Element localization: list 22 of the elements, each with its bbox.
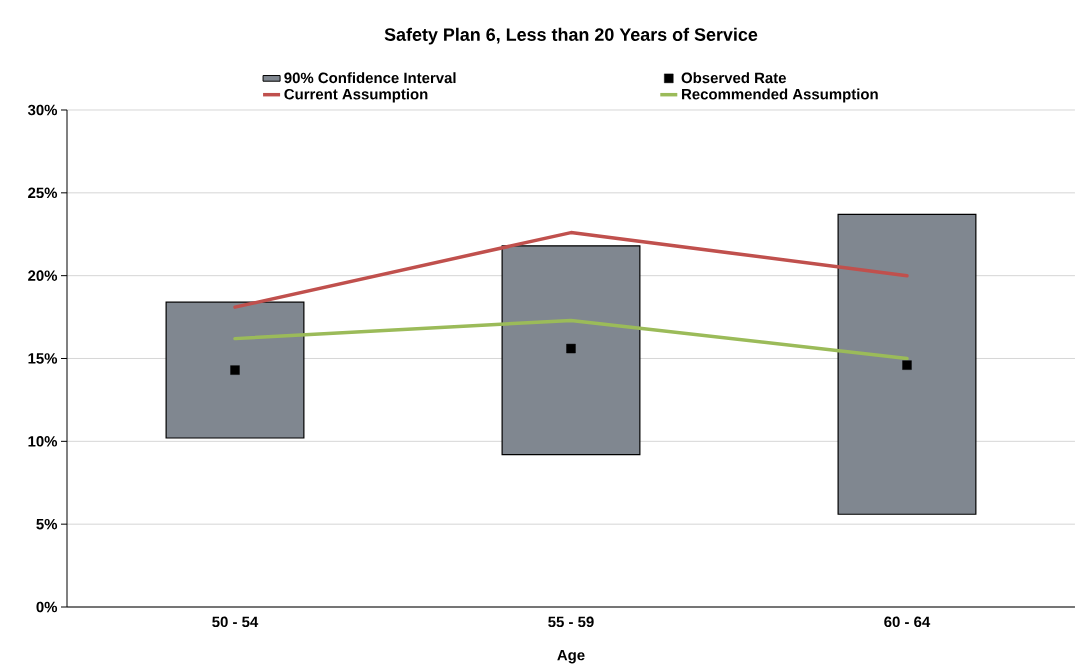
legend-label: Recommended Assumption [682, 88, 878, 103]
x-tick-label: 55 - 59 [548, 616, 594, 628]
point [566, 343, 576, 354]
legend-label: Observed Rate [681, 72, 786, 84]
x-tick-label: 50 - 54 [212, 616, 259, 628]
bar [165, 301, 305, 439]
x-tick-label: 60 - 64 [884, 616, 931, 628]
y-tick-label: 20% [28, 270, 58, 281]
point [230, 365, 240, 375]
y-tick-label: 15% [28, 353, 58, 364]
legend-label: Current Assumption [284, 88, 428, 103]
y-tick-label: 0% [36, 601, 58, 613]
y-tick-label: 10% [28, 436, 58, 447]
legend-label: 90% Confidence Interval [284, 72, 456, 84]
y-tick-label: 5% [36, 518, 58, 530]
chart-title: Safety Plan 6, Less than 20 Years of Service [384, 27, 758, 45]
y-tick-label: 30% [27, 104, 58, 116]
bar [837, 213, 977, 515]
x-axis-title: Age [557, 649, 585, 664]
point [902, 360, 912, 370]
bar [501, 245, 641, 456]
y-tick-label: 25% [28, 187, 58, 199]
